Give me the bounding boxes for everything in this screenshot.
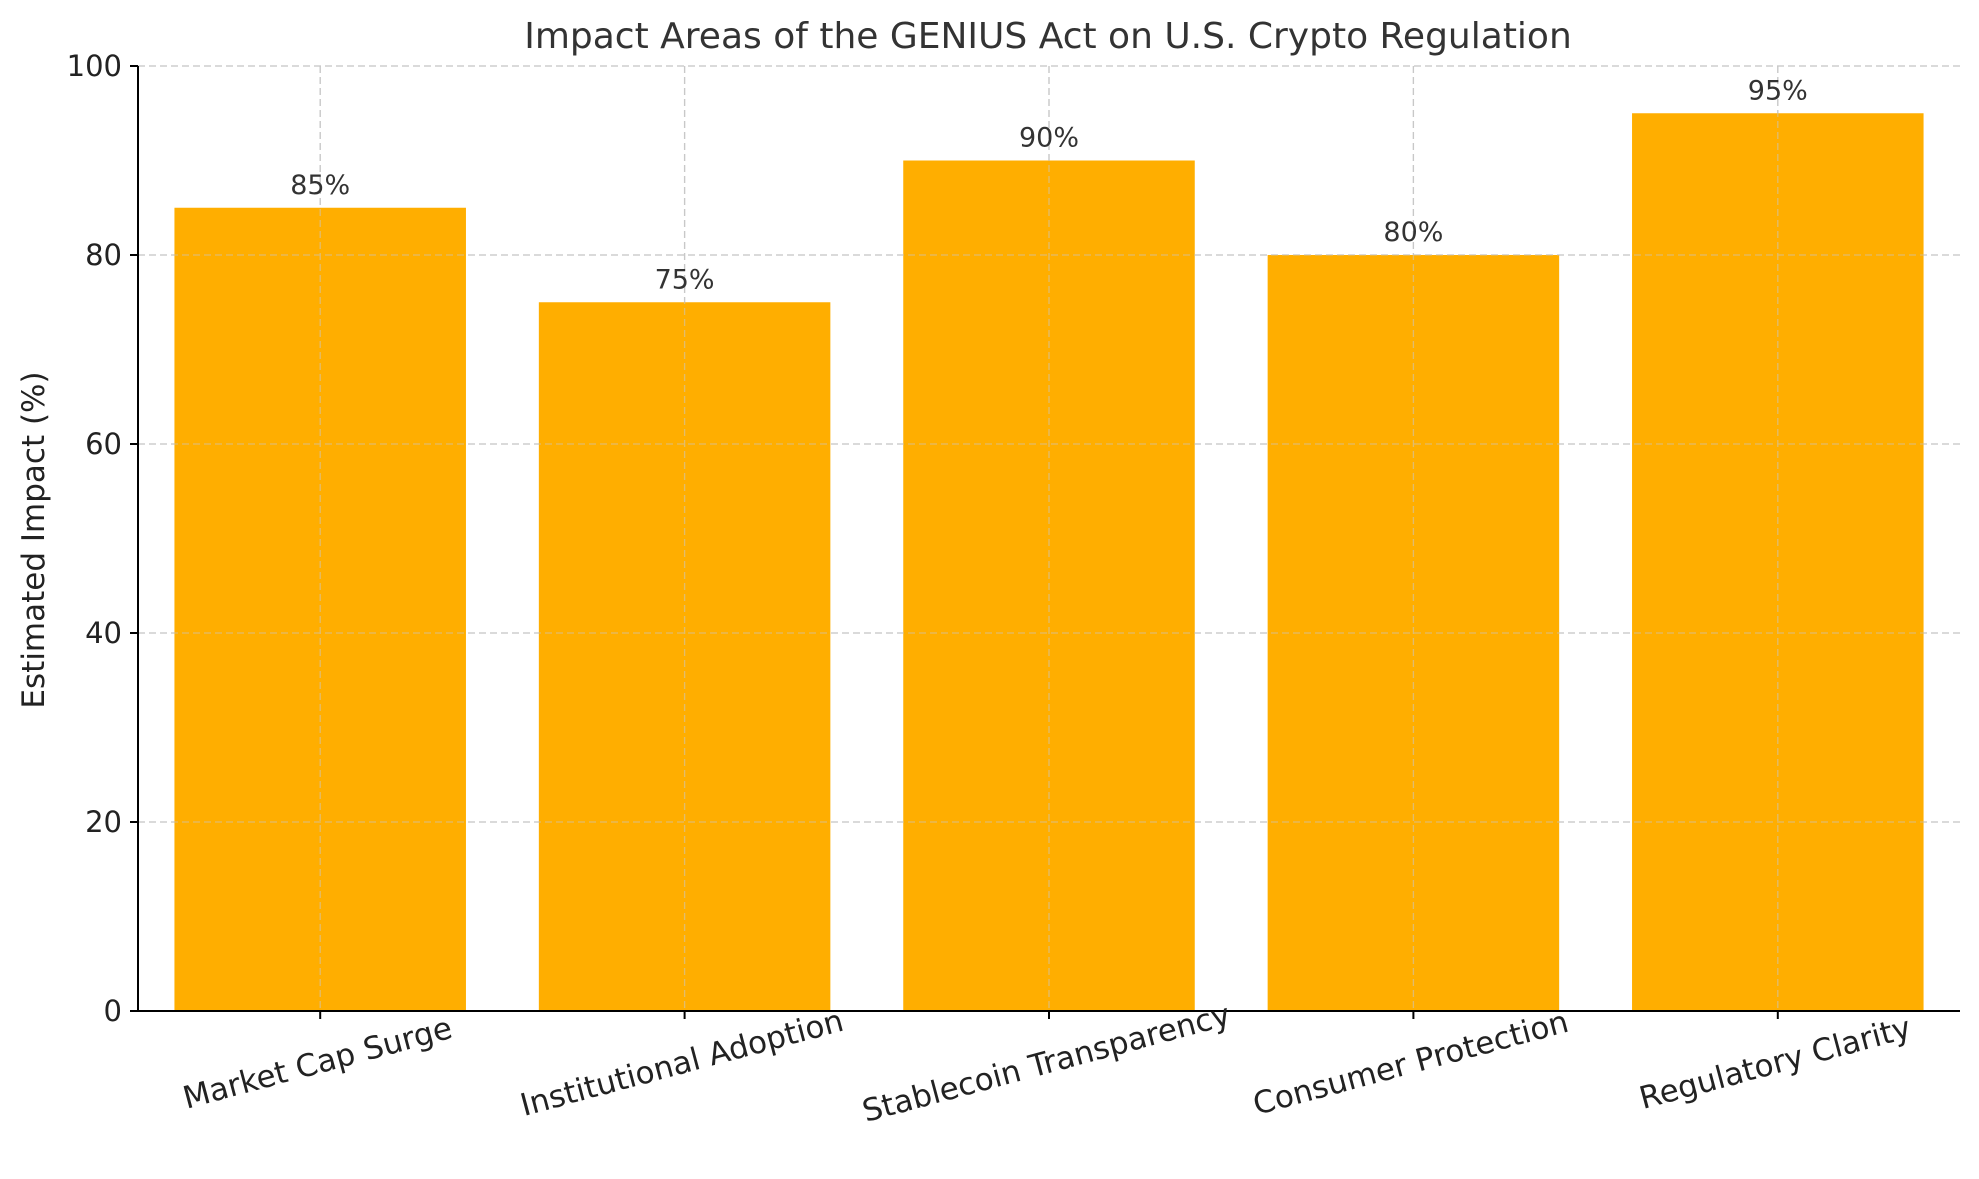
bar-data-label: 80% [1383,217,1443,248]
x-category-label: Market Cap Surge [179,1010,456,1116]
chart-title: Impact Areas of the GENIUS Act on U.S. C… [524,16,1572,57]
x-category-label: Consumer Protection [1249,1004,1572,1123]
y-tick-label: 60 [85,427,122,461]
y-tick-label: 0 [104,994,122,1028]
y-tick-label: 100 [67,49,122,83]
bar-data-label: 90% [1019,123,1079,154]
y-tick-label: 80 [85,238,122,272]
grid-overlay [138,65,1960,1011]
x-category-label: Stablecoin Transparency [859,997,1234,1130]
x-category-label: Institutional Adoption [517,1003,848,1124]
x-category-label: Regulatory Clarity [1636,1010,1915,1117]
y-tick-label: 20 [85,805,122,839]
axes [130,65,1960,1019]
bar-data-label: 85% [290,170,350,201]
y-tick-label: 40 [85,616,122,650]
bar-data-label: 95% [1748,75,1808,106]
y-axis-label: Estimated Impact (%) [16,371,52,708]
bar-data-label: 75% [655,264,715,295]
